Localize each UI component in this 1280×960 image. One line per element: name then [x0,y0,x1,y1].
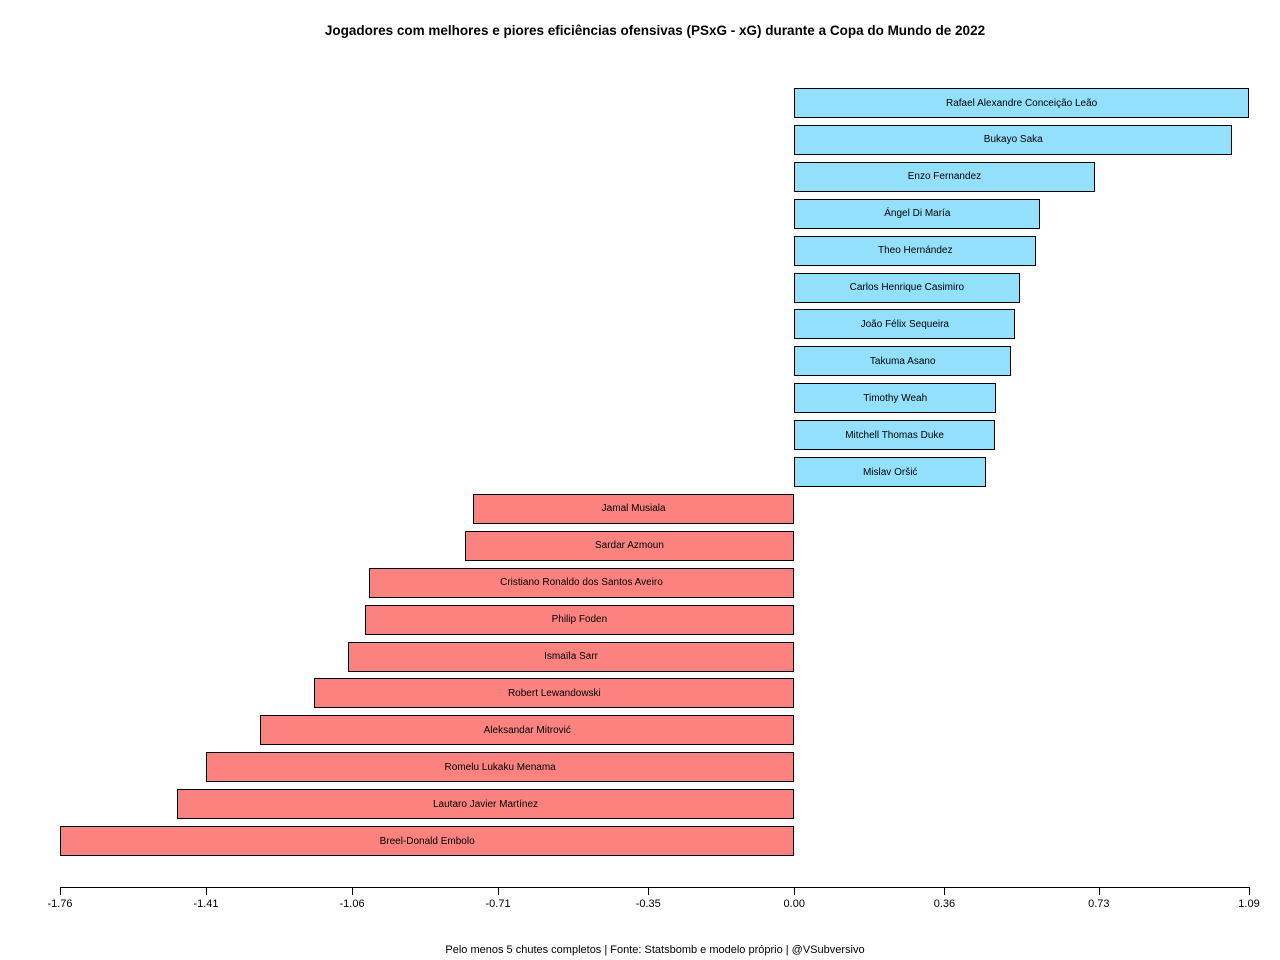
footer-caption: Pelo menos 5 chutes completos | Fonte: S… [445,944,865,956]
negative-bar: Aleksandar Mitrović [260,715,795,746]
x-axis-tick [206,887,208,895]
negative-bar: Philip Foden [364,604,795,635]
chart-title: Jogadores com melhores e piores eficiênc… [324,23,986,38]
negative-bar: Robert Lewandowski [314,678,795,709]
negative-bar: Sardar Azmoun [464,530,795,561]
bar-label: Mitchell Thomas Duke [845,429,944,441]
positive-bar: Rafael Alexandre Conceição Leão [794,88,1249,118]
bar-label: Cristiano Ronaldo dos Santos Aveiro [500,577,663,589]
negative-bar: Cristiano Ronaldo dos Santos Aveiro [368,567,795,598]
x-axis-tick-label: -0.71 [485,898,511,910]
bar-label: Romelu Lukaku Menama [444,761,556,773]
x-axis-tick-label: 0.00 [783,898,805,910]
bar-label: Sardar Azmoun [594,540,664,552]
negative-bar: Ismaïla Sarr [347,641,795,672]
bar-label: Robert Lewandowski [507,687,601,699]
x-axis-tick-label: 1.09 [1238,898,1260,910]
bar-label: Philip Foden [551,614,608,626]
bar-label: Theo Hernández [877,245,953,257]
bar-label: Ángel Di María [884,208,951,220]
bar-label: Timothy Weah [863,392,928,404]
negative-bar: Jamal Musiala [473,493,795,524]
x-axis-tick-label: -1.06 [339,898,365,910]
bar-label: Takuma Asano [869,355,936,367]
positive-bar: Timothy Weah [794,383,997,414]
positive-bar: Ángel Di María [794,198,1041,229]
positive-bar: Mislav Oršić [794,457,987,487]
bar-label: João Félix Sequeira [860,318,949,330]
positive-bar: Enzo Fernandez [794,161,1095,192]
bar-label: Bukayo Saka [983,134,1043,146]
bar-label: Ismaïla Sarr [544,651,598,662]
bar-label: Jamal Musiala [601,503,666,515]
bar-label: Mislav Oršić [862,466,918,478]
x-axis-line [60,887,1250,888]
positive-bar: Takuma Asano [794,346,1012,377]
bar-label: Breel-Donald Embolo [379,835,475,847]
positive-bar: Theo Hernández [794,235,1037,266]
bar-label: Rafael Alexandre Conceição Leão [946,97,1098,109]
x-axis-tick-label: 0.73 [1088,898,1110,910]
x-axis-tick [648,887,650,895]
negative-bar: Romelu Lukaku Menama [206,752,795,783]
x-axis-tick [60,887,61,895]
x-axis-tick-label: -1.41 [193,898,219,910]
positive-bar: Mitchell Thomas Duke [794,420,995,451]
x-axis-tick-label: 0.36 [933,898,956,910]
positive-bar: Carlos Henrique Casimiro [794,272,1020,303]
x-axis-tick [498,887,500,895]
bar-label: Lautaro Javier Martínez [433,798,539,810]
bar-label: Carlos Henrique Casimiro [849,282,965,293]
x-axis-tick [794,887,796,895]
x-axis-tick [944,887,946,895]
x-axis-tick [1098,887,1100,895]
negative-bar: Lautaro Javier Martínez [176,789,795,820]
negative-bar: Breel-Donald Embolo [60,826,795,856]
bar-label: Enzo Fernandez [907,171,982,183]
x-axis-tick-label: -1.76 [47,898,73,910]
x-axis-tick [1249,887,1250,895]
x-axis-tick-label: -0.35 [635,898,661,910]
positive-bar: Bukayo Saka [794,124,1233,155]
x-axis-tick [352,887,354,895]
bar-label: Aleksandar Mitrović [483,724,571,736]
positive-bar: João Félix Sequeira [794,309,1016,340]
